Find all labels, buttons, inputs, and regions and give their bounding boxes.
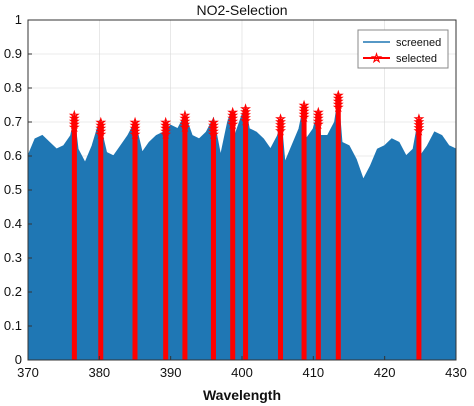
selected-star-marker: ☆ [69, 116, 79, 128]
selected-star-marker: ☆ [241, 103, 251, 115]
y-tick-label: 0 [15, 352, 22, 367]
selected-star-marker: ☆ [299, 112, 309, 124]
legend-label-screened: screened [396, 37, 441, 49]
selected-star-marker: ☆ [96, 120, 106, 132]
selected-star-marker: ☆ [180, 110, 190, 122]
selected-star-marker: ☆ [96, 117, 106, 129]
y-tick-label: 1 [15, 12, 22, 27]
selected-star-marker: ☆ [313, 119, 323, 131]
selected-star-marker: ☆ [69, 119, 79, 131]
selected-star-marker: ☆ [209, 117, 219, 129]
selected-star-marker: ☆ [130, 129, 140, 141]
selected-star-marker: ☆ [69, 122, 79, 134]
legend: screened ☆ selected [357, 29, 449, 69]
selected-star-marker: ☆ [414, 117, 424, 129]
selected-star-marker: ☆ [276, 123, 286, 135]
selected-star-marker: ☆ [299, 103, 309, 115]
selected-star-marker: ☆ [241, 112, 251, 124]
selected-star-marker: ☆ [276, 117, 286, 129]
selected-star-marker: ☆ [241, 106, 251, 118]
selected-star-marker: ☆ [130, 123, 140, 135]
selected-star-marker: ☆ [69, 110, 79, 122]
y-tick-label: 0.7 [4, 114, 22, 129]
x-axis-label: Wavelength [203, 387, 281, 403]
selected-star-marker: ☆ [228, 110, 238, 122]
selected-star-marker: ☆ [130, 126, 140, 138]
series-selected: ☆☆☆☆☆ ☆☆☆☆☆☆☆☆☆☆☆☆☆☆☆☆☆☆☆☆ ☆☆☆☆☆☆☆☆☆☆☆☆☆☆☆… [69, 89, 424, 360]
selected-star-marker: ☆ [228, 113, 238, 125]
selected-star-marker: ☆ [414, 114, 424, 126]
selected-star-marker: ☆ [69, 113, 79, 125]
selected-star-marker: ☆ [161, 129, 171, 141]
y-tick-label: 0.8 [4, 80, 22, 95]
legend-star-icon: ☆ [371, 51, 382, 65]
legend-box [357, 29, 449, 69]
selected-star-marker: ☆ [299, 109, 309, 121]
x-tick-label: 430 [445, 365, 467, 380]
selected-star-marker: ☆ [209, 123, 219, 135]
y-tick-label: 0.9 [4, 46, 22, 61]
x-tick-label: 400 [231, 365, 253, 380]
selected-star-marker: ☆ [333, 102, 343, 114]
selected-star-marker: ☆ [180, 119, 190, 131]
selected-star-marker: ☆ [228, 119, 238, 131]
selected-star-marker: ☆ [313, 107, 323, 119]
selected-star-marker: ☆ [313, 113, 323, 125]
selected-star-marker: ☆ [180, 122, 190, 134]
selected-star-marker: ☆ [96, 123, 106, 135]
selected-star-marker: ☆ [209, 126, 219, 138]
selected-star-marker: ☆ [313, 110, 323, 122]
y-tick-label: 0.4 [4, 216, 22, 231]
selected-star-marker: ☆ [414, 120, 424, 132]
selected-star-marker: ☆ [96, 129, 106, 141]
selected-star-marker: ☆ [228, 107, 238, 119]
selected-star-marker: ☆ [209, 129, 219, 141]
selected-star-marker: ☆ [313, 116, 323, 128]
selected-star-marker: ☆ [130, 117, 140, 129]
selected-star-marker: ☆ [414, 126, 424, 138]
x-tick-label: 380 [88, 365, 110, 380]
selected-star-marker: ☆ [161, 123, 171, 135]
chart-title: NO2-Selection [196, 2, 287, 18]
x-tick-label: 410 [302, 365, 324, 380]
x-tick-label: 390 [160, 365, 182, 380]
selected-star-marker: ☆ [96, 126, 106, 138]
y-ticks: 0 0.1 0.2 0.3 0.4 0.5 0.6 0.7 0.8 0.9 1 [4, 12, 32, 367]
selected-star-marker: ☆ [161, 117, 171, 129]
selected-star-marker: ☆ [276, 120, 286, 132]
selected-star-marker: ☆ [241, 115, 251, 127]
y-tick-label: 0.5 [4, 182, 22, 197]
selected-star-marker: ☆ [228, 116, 238, 128]
selected-star-marker: ☆ [299, 106, 309, 118]
selected-star-marker: ☆ [333, 96, 343, 108]
selected-star-marker: ☆ [414, 123, 424, 135]
y-tick-label: 0.3 [4, 250, 22, 265]
selected-star-marker: ☆ [333, 99, 343, 111]
legend-label-selected: selected [396, 53, 437, 65]
y-tick-label: 0.6 [4, 148, 22, 163]
x-ticks: 370 380 390 400 410 420 430 [17, 356, 467, 380]
selected-star-marker: ☆ [161, 120, 171, 132]
selected-star-marker: ☆ [180, 116, 190, 128]
selected-star-marker: ☆ [161, 126, 171, 138]
selected-star-marker: ☆ [241, 109, 251, 121]
x-tick-label: 420 [374, 365, 396, 380]
y-tick-label: 0.2 [4, 284, 22, 299]
selected-star-marker: ☆ [299, 100, 309, 112]
x-tick-label: 370 [17, 365, 39, 380]
selected-star-marker: ☆ [130, 120, 140, 132]
selected-star-marker: ☆ [209, 120, 219, 132]
selected-star-marker: ☆ [276, 126, 286, 138]
selected-star-marker: ☆ [276, 114, 286, 126]
selected-star-marker: ☆ [180, 113, 190, 125]
selected-star-marker: ☆ [333, 93, 343, 105]
selected-star-marker: ☆ [333, 90, 343, 102]
y-tick-label: 0.1 [4, 318, 22, 333]
